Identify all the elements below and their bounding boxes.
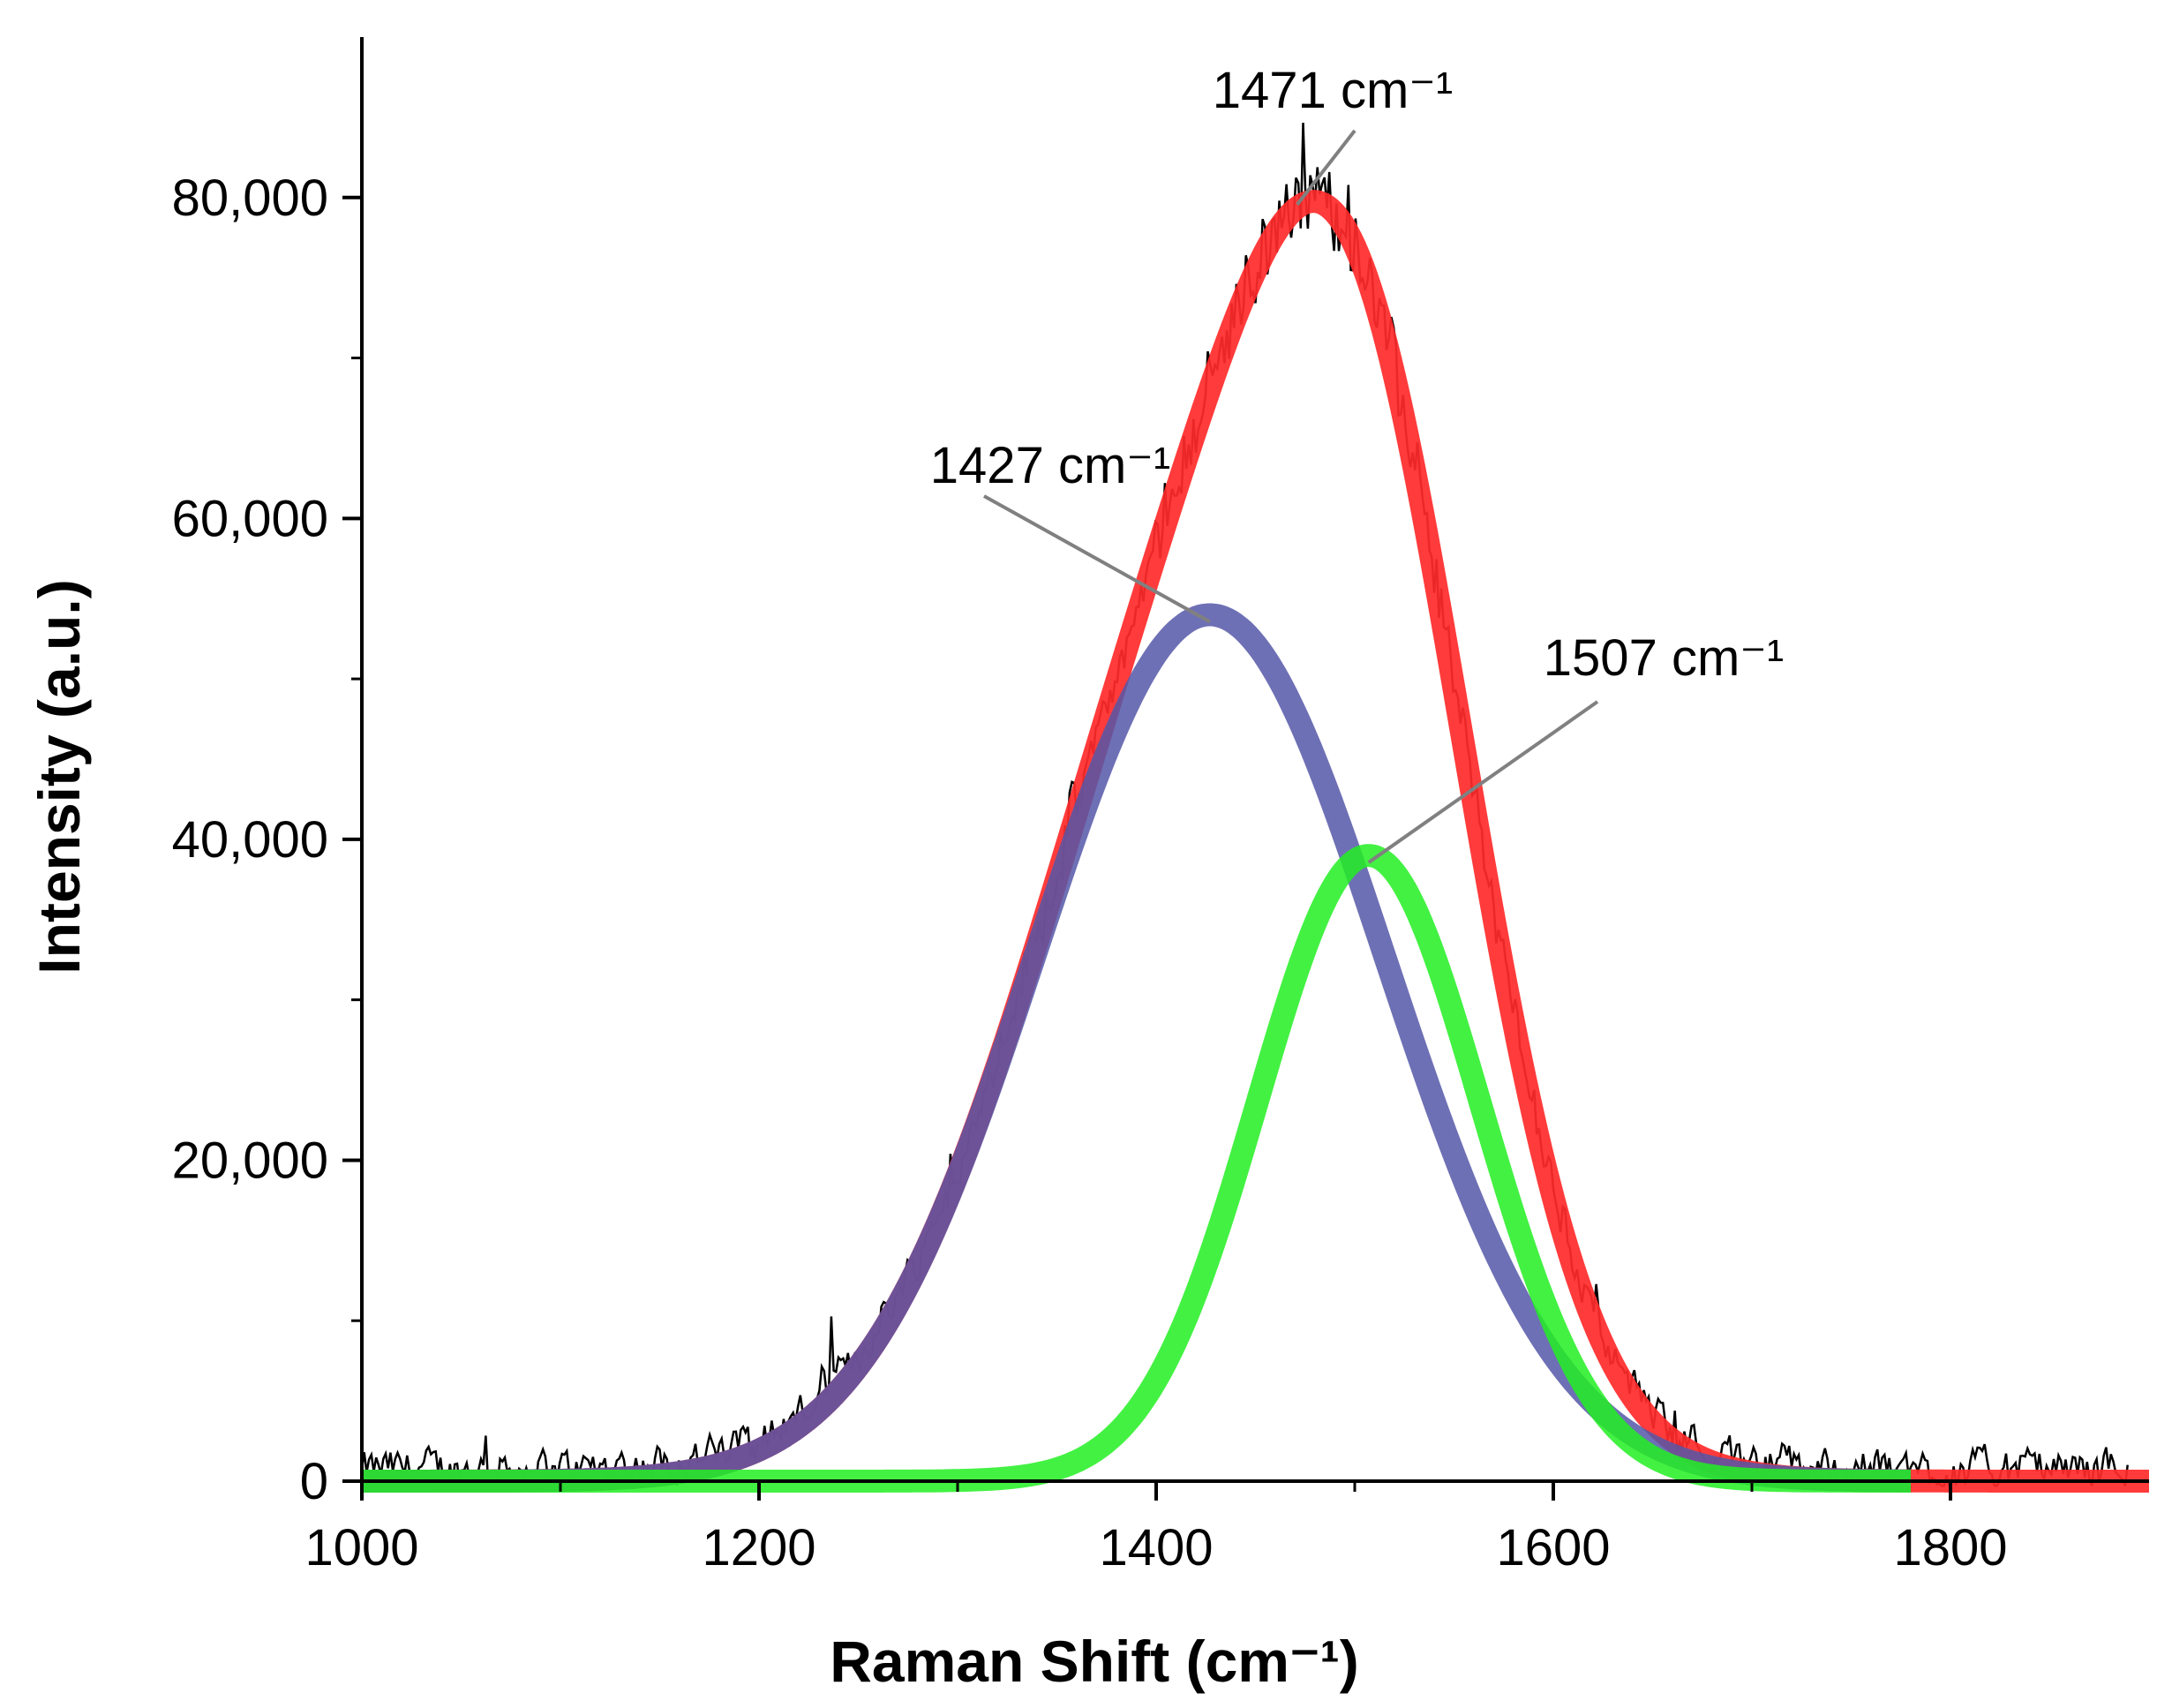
x-axis-title: Raman Shift (cm⁻¹) bbox=[830, 1629, 1359, 1694]
y-tick-label: 60,000 bbox=[172, 490, 328, 547]
axes: 1000 1200 1400 1600 1800 0 20,000 40,000 60,000 8… bbox=[172, 37, 2149, 1576]
x-tick-label: 1600 bbox=[1496, 1519, 1610, 1576]
annotation-label: 1507 cm⁻¹ bbox=[1544, 629, 1784, 687]
series-cumulative-fit bbox=[354, 190, 2157, 1493]
y-tick-label: 40,000 bbox=[172, 811, 328, 869]
annotation-leader-line bbox=[1296, 129, 1357, 207]
series-peak-1 bbox=[354, 603, 1919, 1493]
annotation-leader-line bbox=[983, 494, 1211, 624]
annotation-leader-line bbox=[1367, 700, 1599, 864]
y-tick-label: 0 bbox=[300, 1453, 328, 1510]
series-measured-spectrum bbox=[360, 123, 2129, 1491]
y-tick-label: 20,000 bbox=[172, 1132, 328, 1189]
x-tick-label: 1200 bbox=[702, 1519, 815, 1576]
x-tick-label: 1400 bbox=[1099, 1519, 1213, 1576]
annotation-label: 1427 cm⁻¹ bbox=[930, 437, 1170, 494]
plot-marks bbox=[354, 123, 2157, 1493]
annotations: 1471 cm⁻¹ 1427 cm⁻¹ 1507 cm⁻¹ bbox=[930, 62, 1784, 864]
y-tick-label: 80,000 bbox=[172, 169, 328, 227]
y-axis-title: Intensity (a.u.) bbox=[26, 579, 92, 974]
x-tick-label: 1000 bbox=[304, 1519, 418, 1576]
series-peak-2 bbox=[354, 844, 1919, 1493]
x-tick-label: 1800 bbox=[1893, 1519, 2007, 1576]
annotation-label: 1471 cm⁻¹ bbox=[1213, 62, 1453, 119]
